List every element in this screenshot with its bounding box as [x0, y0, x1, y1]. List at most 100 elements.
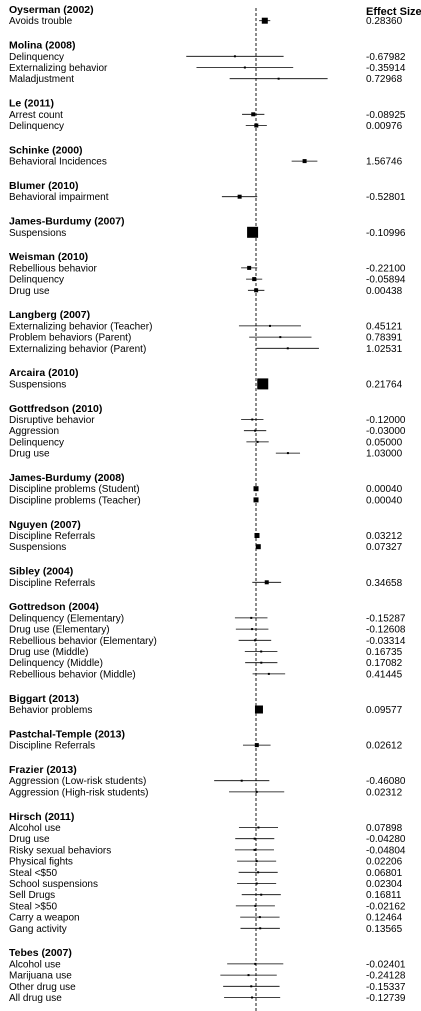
study-group: Gottredson (2004)Delinquency (Elementary…: [9, 601, 406, 680]
effect-marker: [264, 580, 269, 585]
effect-size-value: 1.02531: [366, 344, 403, 355]
effect-size-value: -0.24128: [366, 971, 406, 982]
outcome-label: Drug use (Middle): [9, 647, 88, 658]
effect-size-header: Effect Size: [366, 6, 421, 18]
outcome-label: Delinquency: [9, 121, 64, 132]
effect-size-value: -0.04804: [366, 845, 406, 856]
effect-marker: [247, 226, 259, 238]
study-name: Sibley (2004): [9, 566, 73, 578]
study-name: Nguyen (2007): [9, 519, 81, 531]
study-name: James-Burdumy (2007): [9, 216, 125, 228]
outcome-label: Discipline problems (Student): [9, 484, 140, 495]
effect-size-value: 0.07327: [366, 542, 403, 553]
study-name: Oyserman (2002): [9, 4, 94, 16]
effect-marker: [250, 985, 253, 988]
outcome-label: Rebellious behavior (Elementary): [9, 636, 157, 647]
effect-marker: [254, 743, 259, 748]
outcome-label: Rebellious behavior: [9, 263, 98, 274]
effect-size-value: -0.52801: [366, 192, 406, 203]
study-name: Gottredson (2004): [9, 601, 99, 613]
study-group: Hirsch (2011)Alcohol use 0.07898 Drug use -…: [9, 811, 406, 935]
effect-marker: [251, 418, 254, 421]
effect-marker: [254, 904, 257, 907]
study-group: Frazier (2013)Aggression (Low-risk stude…: [9, 764, 406, 798]
outcome-label: Drug use: [9, 834, 50, 845]
effect-size-value: -0.08925: [366, 110, 406, 121]
study-name: James-Burdumy (2008): [9, 472, 125, 484]
outcome-label: Externalizing behavior (Parent): [9, 344, 146, 355]
effect-marker: [302, 159, 307, 164]
outcome-label: Disruptive behavior: [9, 415, 95, 426]
effect-size-value: 0.07898: [366, 823, 403, 834]
study-name: Arcaira (2010): [9, 367, 78, 379]
outcome-label: Suspensions: [9, 379, 66, 390]
effect-size-value: -0.15287: [366, 613, 406, 624]
study-group: Oyserman (2002)Avoids trouble 0.28360: [9, 4, 403, 27]
effect-marker: [254, 533, 260, 538]
outcome-label: Discipline problems (Teacher): [9, 495, 141, 506]
effect-marker: [233, 55, 236, 58]
effect-size-value: 0.72968: [366, 74, 403, 85]
effect-marker: [254, 962, 257, 965]
study-name: Molina (2008): [9, 40, 76, 52]
effect-size-value: -0.67982: [366, 52, 406, 63]
outcome-label: Suspensions: [9, 542, 66, 553]
effect-size-value: 0.09577: [366, 705, 403, 716]
effect-marker: [257, 826, 260, 829]
outcome-label: School suspensions: [9, 879, 98, 890]
outcome-label: Physical fights: [9, 857, 73, 868]
effect-marker: [267, 672, 270, 675]
study-name: Weisman (2010): [9, 251, 88, 263]
effect-size-value: -0.03314: [366, 636, 406, 647]
study-group: James-Burdumy (2007)Suspensions -0.10996: [9, 216, 406, 239]
study-name: Langberg (2007): [9, 309, 90, 321]
effect-marker: [257, 378, 269, 390]
effect-marker: [243, 66, 246, 69]
effect-marker: [255, 882, 258, 885]
study-name: Schinke (2000): [9, 144, 83, 156]
effect-size-value: 0.00976: [366, 121, 403, 132]
effect-marker: [261, 17, 268, 24]
outcome-label: Aggression (Low-risk students): [9, 776, 146, 787]
outcome-label: Carry a weapon: [9, 913, 80, 924]
effect-marker: [254, 429, 257, 432]
effect-size-value: 0.05000: [366, 437, 403, 448]
effect-size-value: -0.02401: [366, 959, 406, 970]
outcome-label: Risky sexual behaviors: [9, 845, 111, 856]
study-name: Gottfredson (2010): [9, 403, 102, 415]
effect-marker: [260, 893, 263, 896]
study-group: James-Burdumy (2008)Discipline problems …: [9, 472, 403, 506]
effect-size-value: -0.10996: [366, 228, 406, 239]
effect-marker: [257, 871, 260, 874]
outcome-label: Steal >$50: [9, 901, 58, 912]
outcome-label: Delinquency: [9, 437, 64, 448]
study-name: Hirsch (2011): [9, 811, 74, 823]
study-name: Frazier (2013): [9, 764, 77, 776]
outcome-label: Arrest count: [9, 110, 63, 121]
outcome-label: Alcohol use: [9, 823, 61, 834]
outcome-label: Delinquency: [9, 52, 64, 63]
study-group: Pastchal-Temple (2013)Discipline Referra…: [9, 728, 403, 751]
effect-size-value: -0.15337: [366, 982, 406, 993]
effect-size-value: -0.12608: [366, 625, 406, 636]
effect-marker: [253, 639, 256, 642]
effect-size-value: 0.03212: [366, 531, 403, 542]
study-group: Nguyen (2007)Discipline Referrals 0.03212…: [9, 519, 403, 553]
effect-marker: [286, 347, 289, 350]
effect-marker: [251, 996, 254, 999]
effect-marker: [240, 779, 243, 782]
effect-marker: [250, 616, 253, 619]
study-group: Weisman (2010)Rebellious behavior -0.2210…: [9, 251, 406, 297]
study-name: Biggart (2013): [9, 693, 79, 705]
effect-size-value: -0.05894: [366, 275, 406, 286]
effect-size-value: 0.16735: [366, 647, 403, 658]
outcome-label: Marijuana use: [9, 971, 72, 982]
effect-size-value: -0.12000: [366, 415, 406, 426]
effect-marker: [286, 452, 289, 455]
outcome-label: Externalizing behavior: [9, 63, 108, 74]
effect-marker: [268, 324, 271, 327]
study-group: Molina (2008)Delinquency -0.67982 External…: [9, 40, 406, 86]
effect-marker: [251, 628, 254, 631]
effect-size-value: 0.12464: [366, 913, 403, 924]
effect-size-value: 0.02304: [366, 879, 403, 890]
